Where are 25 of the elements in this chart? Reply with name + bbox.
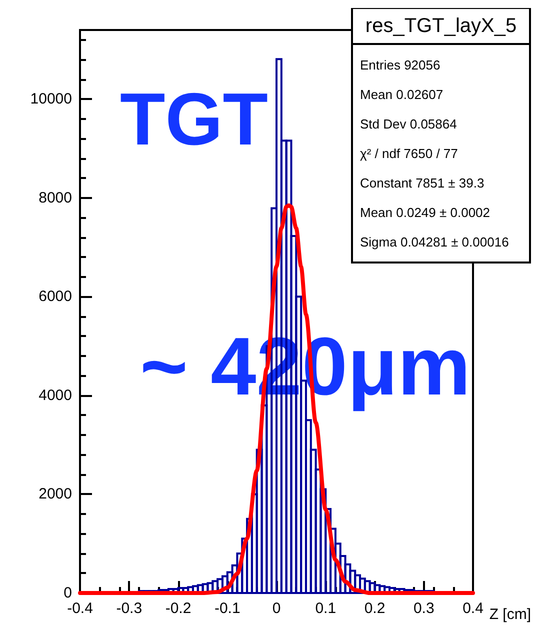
- annotation: Mean 0.0249 ± 0.0002: [360, 204, 490, 220]
- annotation: Mean 0.02607: [360, 86, 444, 102]
- annotation: Sigma 0.04281 ± 0.00016: [360, 234, 509, 250]
- x-tick-label: -0.1: [214, 600, 240, 617]
- x-tick-label: 0.3: [413, 600, 434, 617]
- x-tick-label: 0.2: [364, 600, 386, 617]
- x-tick-label: -0.4: [67, 600, 93, 617]
- x-axis-title: Z [cm]: [489, 606, 531, 623]
- annotation: Constant 7851 ± 39.3: [360, 175, 484, 190]
- x-tick-label: -0.3: [116, 600, 142, 617]
- y-tick-label: 0: [64, 584, 72, 602]
- x-tick-label: 0: [272, 600, 281, 617]
- x-tick-label: 0.1: [315, 600, 336, 617]
- annotation: Entries 92056: [360, 57, 440, 72]
- annotation: χ² / ndf 7650 / 77: [360, 146, 458, 161]
- x-tick-label: -0.2: [165, 600, 192, 617]
- annotation: Std Dev 0.05864: [360, 116, 457, 132]
- annotation: TGT: [120, 78, 268, 160]
- y-tick-label: 6000: [38, 288, 72, 306]
- y-tick-label: 10000: [30, 90, 72, 108]
- y-tick-label: 8000: [38, 189, 72, 206]
- chart-title: res_TGT_layX_5: [365, 15, 517, 37]
- y-tick-label: 4000: [38, 386, 72, 404]
- y-tick-label: 2000: [38, 486, 72, 503]
- x-tick-label: 0.4: [462, 600, 484, 617]
